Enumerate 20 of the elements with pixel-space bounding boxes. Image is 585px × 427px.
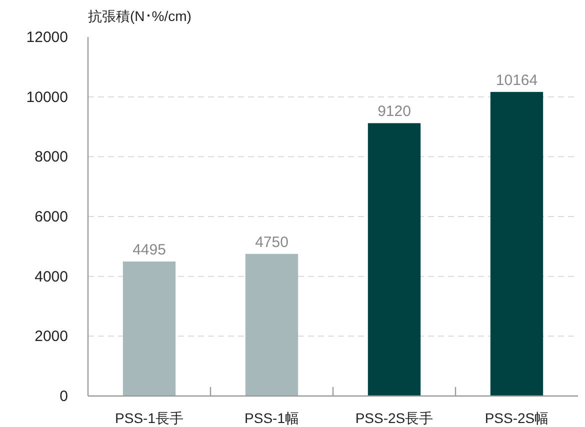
bar bbox=[122, 262, 176, 396]
data-label: 4495 bbox=[132, 242, 166, 259]
bar bbox=[245, 254, 298, 396]
bar bbox=[368, 123, 421, 396]
data-label: 10164 bbox=[496, 72, 538, 89]
data-label: 4750 bbox=[255, 234, 288, 251]
x-tick-label: PSS-2S幅 bbox=[484, 410, 549, 426]
y-axis-title: 抗張積(N･%/cm) bbox=[88, 8, 192, 24]
x-tick-label: PSS-1長手 bbox=[115, 410, 184, 426]
y-tick-label: 0 bbox=[60, 388, 68, 405]
y-tick-label: 12000 bbox=[26, 29, 68, 46]
y-tick-label: 8000 bbox=[34, 148, 68, 166]
x-tick-label: PSS-1幅 bbox=[244, 410, 299, 426]
y-tick-label: 4000 bbox=[34, 268, 68, 286]
y-tick-label: 2000 bbox=[34, 328, 68, 346]
y-tick-label: 6000 bbox=[34, 208, 68, 226]
x-tick-label: PSS-2S長手 bbox=[355, 410, 434, 426]
data-label: 9120 bbox=[378, 103, 411, 120]
y-tick-label: 10000 bbox=[26, 88, 68, 106]
bar bbox=[490, 92, 544, 396]
